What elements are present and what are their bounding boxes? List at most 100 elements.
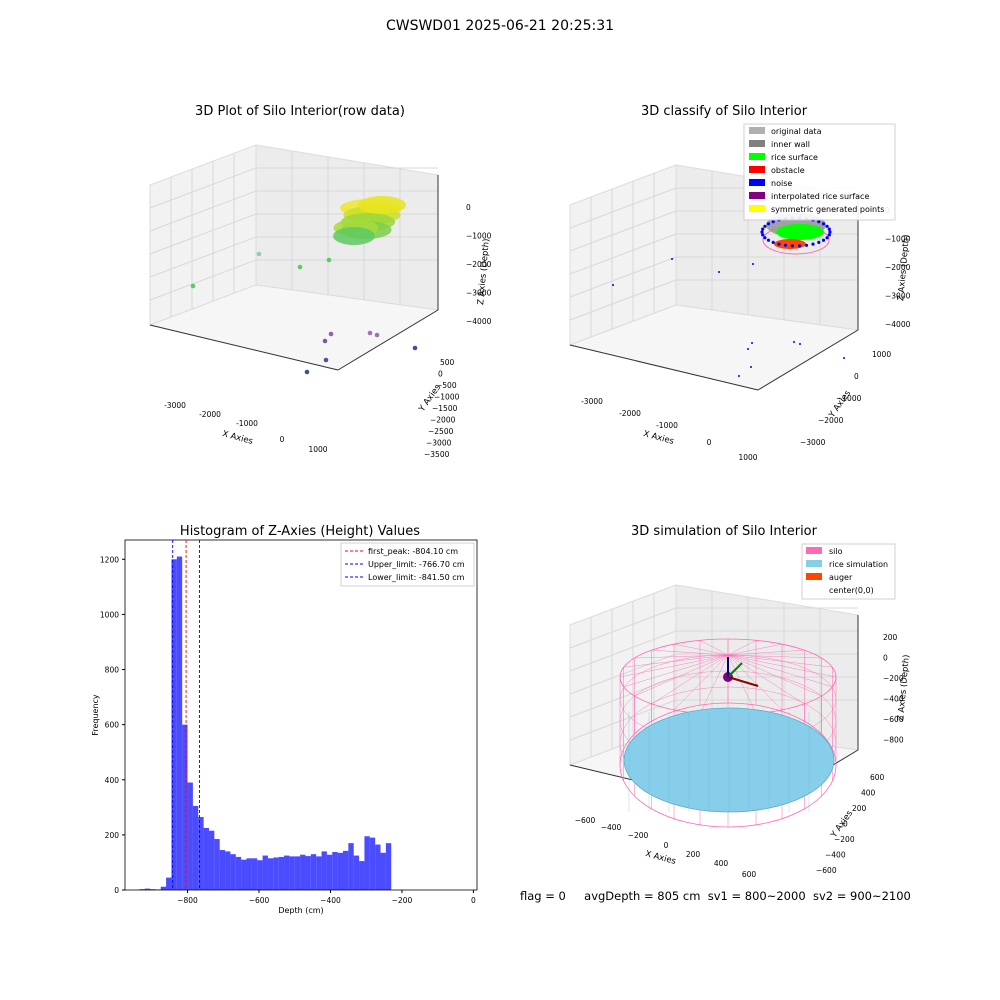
- class-y-tick: −1000: [836, 394, 862, 403]
- histogram-bar: [326, 854, 333, 890]
- histogram-bar: [278, 856, 285, 890]
- histogram-bar: [337, 852, 343, 890]
- histogram-bar: [305, 856, 311, 890]
- sim-legend-box: [801, 543, 896, 600]
- class-noise-point: [804, 243, 809, 247]
- sim-x-tick: −200: [628, 831, 649, 840]
- class-noise-point: [798, 244, 802, 248]
- histogram-bar: [208, 830, 215, 890]
- raw-z-tick: −3000: [466, 289, 492, 298]
- class-noise-point: [828, 230, 832, 234]
- sim-legend-swatch: [806, 560, 822, 567]
- class-z-tick: −1000: [885, 235, 911, 244]
- raw-y-tick: −1000: [434, 393, 460, 402]
- sim-z-tick: −400: [883, 695, 904, 704]
- histogram-bar: [348, 843, 354, 890]
- histogram-bar: [385, 843, 392, 890]
- raw-y-tick: −3500: [424, 450, 450, 459]
- sim-z-tick: −200: [883, 674, 904, 683]
- sim-z-tick: 0: [883, 654, 888, 663]
- histogram-legend-label: first_peak: -804.10 cm: [368, 547, 458, 556]
- raw-z-tick: −2000: [466, 260, 492, 269]
- class-noise-point: [827, 227, 831, 231]
- class-legend-label: inner wall: [771, 140, 810, 149]
- sim-silo-roof-wire: [651, 649, 729, 656]
- sim-x-label: X Axies: [644, 849, 677, 867]
- sim-legend-swatch: [806, 573, 822, 580]
- raw-y-tick: −2000: [430, 416, 456, 425]
- raw-x-label: X Axies: [221, 429, 254, 447]
- class-noise-point: [761, 227, 765, 231]
- class-axes-y-axis: [757, 329, 859, 391]
- footer-avg-depth: avgDepth = 805 cm: [584, 889, 701, 903]
- sim-x-tick: 0: [664, 841, 669, 850]
- sim-y-tick: 0: [843, 820, 848, 829]
- class-noise-point: [718, 271, 720, 273]
- panel-title-raw: 3D Plot of Silo Interior(row data): [195, 104, 405, 119]
- histogram-bar: [284, 855, 290, 890]
- class-legend-swatch: [749, 140, 765, 147]
- class-axes-grid-line: [569, 256, 677, 298]
- footer-sv1: sv1 = 800~2000: [707, 889, 806, 903]
- histogram-bar: [310, 854, 317, 890]
- sim-legend-label: center(0,0): [829, 586, 874, 595]
- class-noise-point: [751, 342, 753, 344]
- raw-data-point: [304, 369, 310, 375]
- raw-x-tick: 0: [280, 435, 285, 444]
- histogram-bar: [166, 877, 172, 890]
- histogram-y-tick: 800: [105, 666, 120, 675]
- class-x-tick: -2000: [619, 409, 641, 418]
- sim-legend-label: rice simulation: [829, 560, 888, 569]
- raw-rice-cluster: [358, 196, 406, 214]
- class-axes-grid-line: [569, 233, 677, 275]
- sim-x-tick: 400: [714, 859, 729, 868]
- class-legend-swatch: [749, 205, 765, 212]
- raw-z-tick: −4000: [466, 317, 492, 326]
- raw-axes: [148, 144, 440, 371]
- raw-axes-grid-line: [149, 190, 257, 232]
- histogram-x-tick: −200: [392, 896, 413, 905]
- histogram-bar: [316, 856, 322, 890]
- raw-y-tick: −3000: [426, 439, 452, 448]
- class-noise-point: [612, 284, 614, 286]
- sim-y-tick: 400: [861, 789, 876, 798]
- raw-z-tick: 0: [466, 203, 471, 212]
- sim-silo-roof-wire: [673, 654, 729, 711]
- histogram-x-tick: −800: [177, 896, 198, 905]
- raw-x-tick: -2000: [199, 410, 221, 419]
- class-noise-point: [790, 244, 795, 248]
- class-noise-point: [825, 224, 829, 228]
- class-noise-point: [671, 258, 673, 260]
- class-noise-point: [747, 348, 749, 350]
- sim-y-tick: −600: [816, 866, 837, 875]
- sim-silo-roof-wire: [727, 640, 757, 656]
- sim-silo-roof-wire: [623, 654, 729, 687]
- histogram-legend-label: Upper_limit: -766.70 cm: [368, 560, 465, 569]
- class-legend-label: original data: [771, 127, 822, 136]
- sim-silo-roof-wire: [673, 643, 729, 656]
- sim-silo-roof-wire: [699, 654, 729, 714]
- sim-silo-roof-wire: [634, 654, 729, 697]
- histogram-bar: [375, 844, 381, 890]
- class-noise-point: [750, 366, 752, 368]
- class-y-tick: 0: [854, 372, 859, 381]
- class-noise-point: [771, 220, 775, 224]
- raw-data-point: [190, 283, 196, 289]
- class-y-tick: −2000: [818, 416, 844, 425]
- class-noise-point: [752, 263, 754, 265]
- histogram-y-label: Frequency: [91, 694, 100, 736]
- raw-axes-x-axis: [149, 324, 339, 371]
- sim-legend-swatch: [806, 547, 822, 554]
- sim-silo-roof-wire: [623, 654, 729, 668]
- raw-axes-grid-line: [149, 236, 257, 278]
- sim-z-label: Z Axies (Depth): [896, 654, 912, 721]
- panel-title-histogram: Histogram of Z-Axies (Height) Values: [179, 524, 421, 539]
- raw-axes-y-axis: [337, 309, 439, 371]
- class-legend-label: noise: [771, 179, 792, 188]
- class-noise-point: [821, 222, 826, 226]
- histogram-x-tick: 0: [471, 896, 476, 905]
- sim-z-tick: −600: [883, 715, 904, 724]
- raw-x-tick: -3000: [164, 401, 186, 410]
- panel-title-simulation: 3D simulation of Silo Interior: [631, 524, 817, 539]
- histogram-bar: [300, 854, 306, 890]
